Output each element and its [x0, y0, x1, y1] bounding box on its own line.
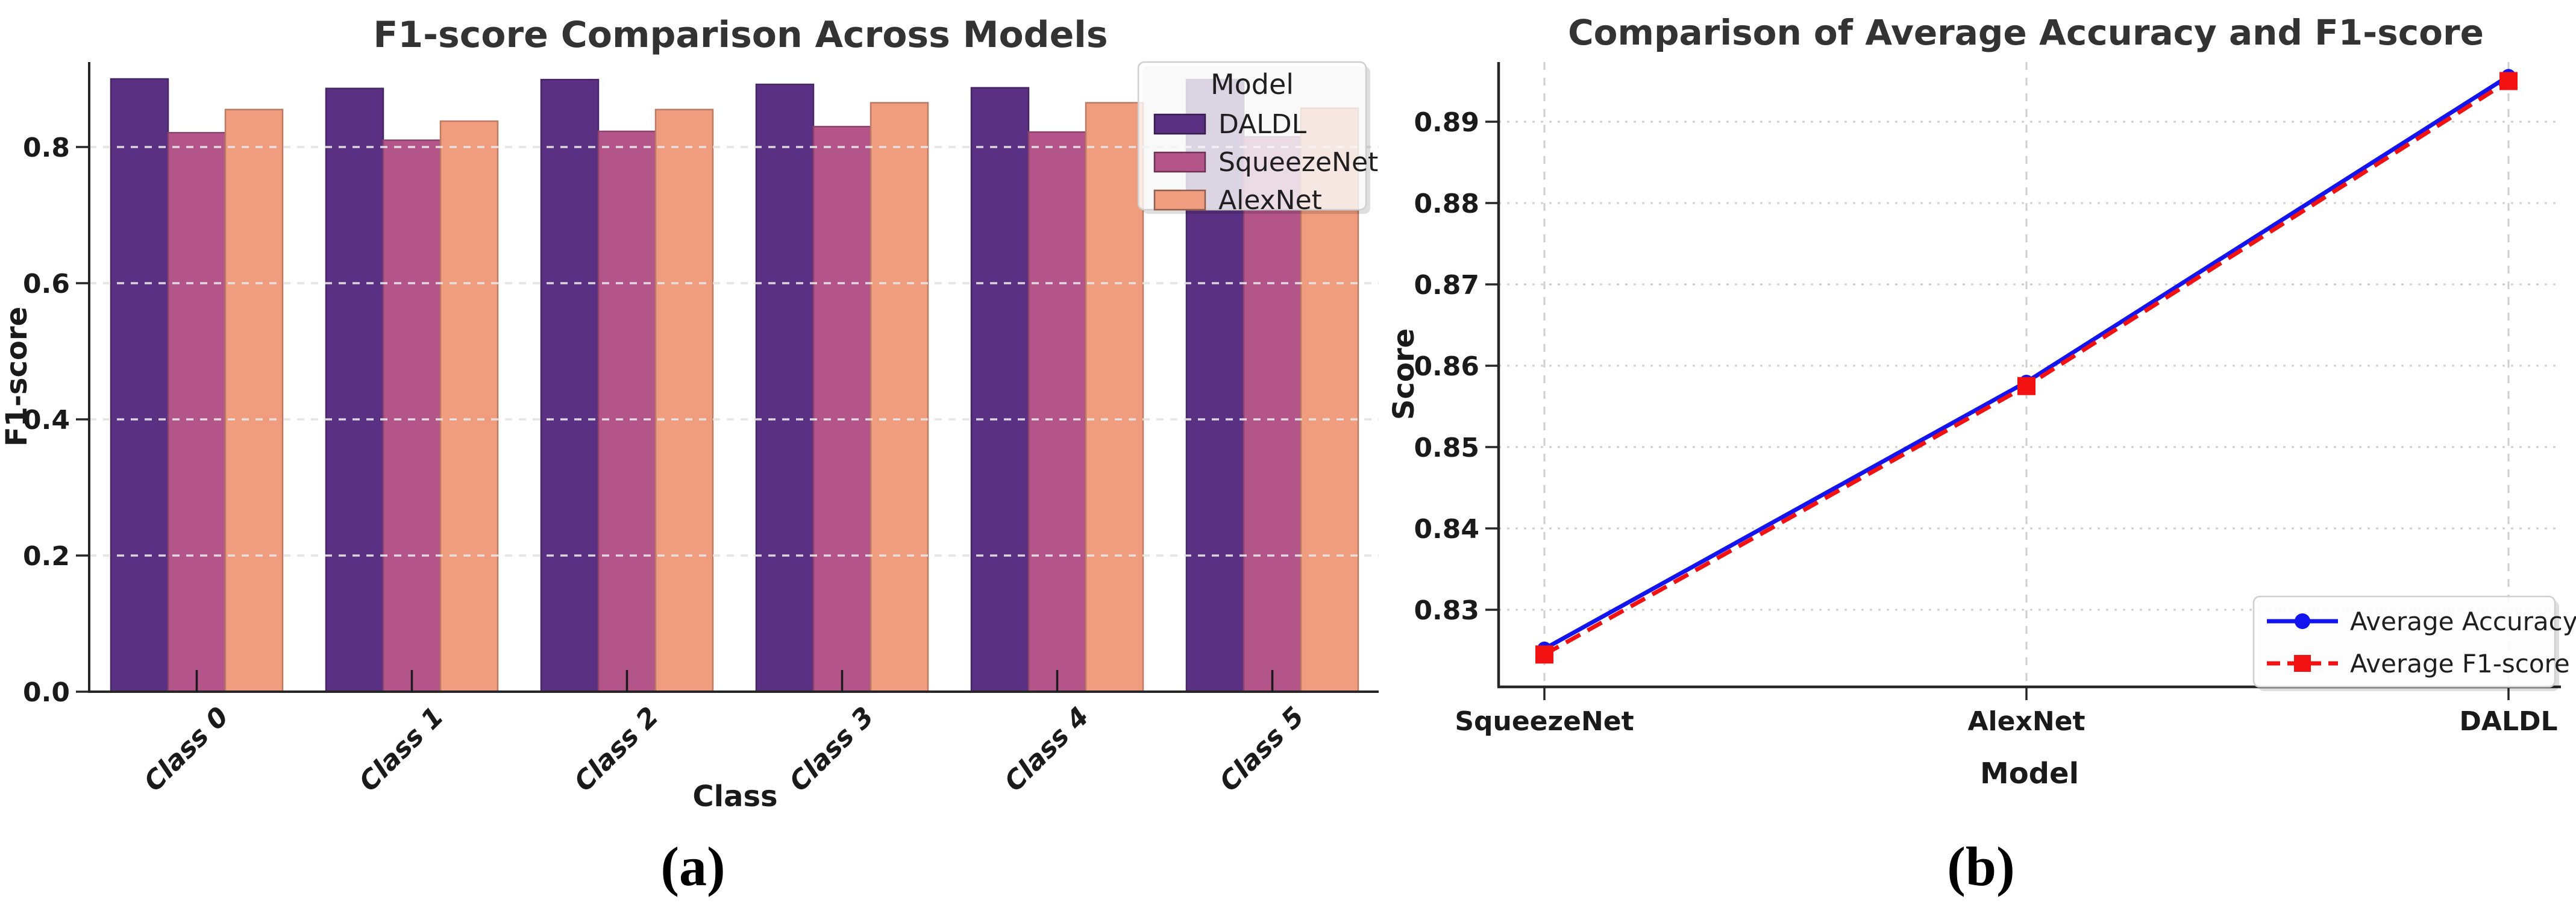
legend-marker-square [2294, 655, 2311, 672]
y-tick-label: 0.2 [23, 541, 70, 572]
y-tick-label: 0.6 [23, 269, 70, 299]
bar-class4-daldl [970, 87, 1030, 693]
bar-class4-alexnet [1085, 102, 1144, 693]
y-tick-label: 0.85 [1414, 433, 1479, 463]
x-tick-label: AlexNet [1967, 706, 2085, 737]
x-tick-label: DALDL [2459, 706, 2557, 737]
bar-class5-squeezenet [1243, 136, 1302, 693]
y-tick-label: 0.8 [23, 133, 70, 163]
x-tick-label: SqueezeNet [1455, 706, 1634, 737]
x-axis-label: Class [692, 780, 777, 813]
bar-class2-alexnet [654, 108, 714, 693]
bar-class0-squeezenet [167, 132, 227, 693]
panel-a-bar-chart: 0.0 0.2 0.4 0.6 0.8 Class 0 Class 1 Class 2 Clas… [0, 14, 1379, 897]
bar-class3-daldl [755, 83, 815, 693]
legend-title: Model [1211, 68, 1294, 101]
bar-class0-alexnet [224, 108, 284, 693]
y-tick-label: 0.0 [23, 677, 70, 708]
gridlines-over [89, 146, 1379, 557]
x-tick-label: Class 4 [998, 701, 1095, 798]
chart-title: Comparison of Average Accuracy and F1-sc… [1568, 12, 2484, 53]
legend-label-daldl: DALDL [1218, 109, 1307, 140]
legend: Model DALDL SqueezeNet AlexNet [1137, 61, 1378, 216]
x-axis-label: Model [1980, 757, 2079, 791]
y-tick-label: 0.84 [1414, 514, 1479, 545]
data-point-squeezenet-f1 [1535, 645, 1553, 664]
legend-label-average-accuracy: Average Accuracy [2350, 607, 2576, 636]
legend-swatch-alexnet [1153, 189, 1206, 211]
data-point-daldl-f1 [2499, 72, 2518, 90]
x-tick-label: Class 3 [783, 701, 880, 798]
legend-box [1137, 61, 1367, 211]
bar-class2-daldl [540, 78, 600, 693]
gridlines [1499, 62, 2561, 687]
y-tick-label: 0.86 [1414, 351, 1479, 382]
legend: Average Accuracy Average F1-score [2252, 595, 2576, 691]
legend-swatch-squeezenet [1153, 151, 1206, 173]
bar-class1-alexnet [439, 120, 499, 693]
legend-marker-circle [2295, 613, 2310, 629]
bar-class4-squeezenet [1027, 131, 1087, 693]
bar-chart-svg: 0.0 0.2 0.4 0.6 0.8 Class 0 Class 1 Class 2 Clas… [0, 14, 1379, 813]
caption-b: (b) [1947, 836, 2015, 897]
x-tick-label: Class 2 [568, 701, 665, 798]
y-tick-label: 0.88 [1414, 189, 1479, 219]
bar-class3-squeezenet [812, 125, 872, 693]
chart-title: F1-score Comparison Across Models [373, 14, 1108, 56]
legend-label-average-f1-score: Average F1-score [2350, 649, 2570, 678]
y-axis-label: F1-score [0, 307, 34, 446]
panel-b-line-chart: 0.83 0.84 0.85 0.86 0.87 0.88 0.89 SqueezeNet Al… [1386, 0, 2576, 908]
bar-class3-alexnet [870, 102, 929, 693]
legend-label-alexnet: AlexNet [1218, 185, 1322, 216]
legend-label-squeezenet: SqueezeNet [1218, 147, 1378, 178]
data-point-alexnet-f1 [2017, 377, 2035, 395]
x-tick-label: Class 1 [353, 701, 450, 798]
bar-class1-daldl [325, 87, 384, 693]
y-axis-label: Score [1387, 328, 1421, 420]
bar-class0-daldl [110, 78, 169, 693]
caption-a: (a) [660, 836, 725, 897]
y-tick-label: 0.4 [23, 405, 70, 436]
x-tick-label: Class 5 [1214, 701, 1310, 798]
x-tick-label: Class 0 [138, 701, 234, 798]
y-tick-label: 0.87 [1414, 270, 1479, 301]
bar-class2-squeezenet [597, 130, 657, 693]
y-tick-label: 0.83 [1414, 595, 1479, 626]
bar-class1-squeezenet [382, 139, 442, 693]
y-tick-label: 0.89 [1414, 107, 1479, 138]
legend-swatch-daldl [1153, 113, 1206, 135]
line-chart-svg: 0.83 0.84 0.85 0.86 0.87 0.88 0.89 SqueezeNet Al… [1387, 12, 2576, 791]
